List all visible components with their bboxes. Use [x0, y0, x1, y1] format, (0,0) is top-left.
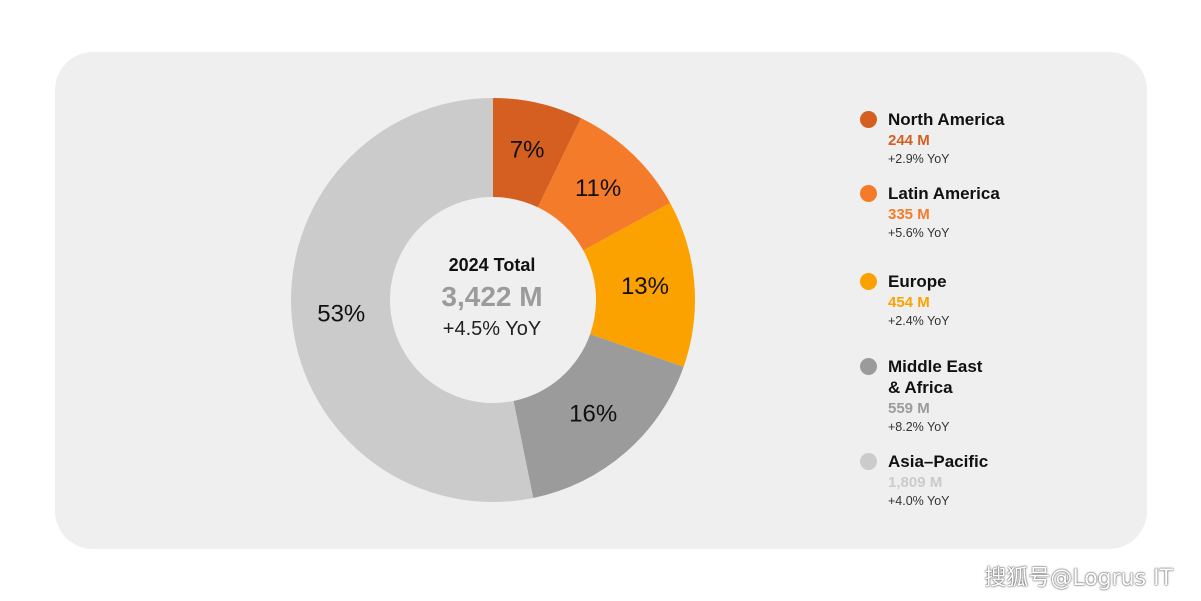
legend-dot-latin-america: [860, 185, 877, 202]
donut-slice-0: [493, 98, 582, 208]
center-total-value: 3,422 M: [441, 281, 543, 312]
legend-dot-asia-pacific: [860, 453, 877, 470]
slice-label-1: 11%: [575, 175, 621, 202]
legend-name: Middle East & Africa: [888, 357, 983, 397]
legend-value: 335 M: [888, 206, 930, 223]
legend-name: Europe: [888, 272, 947, 291]
donut-slice-2: [583, 202, 696, 367]
slice-label-0: 7%: [510, 137, 545, 164]
donut-slice-1: [537, 118, 671, 251]
legend-item-latin-america: Latin America 335 M +5.6% YoY: [860, 183, 1130, 241]
donut-slice-3: [513, 334, 684, 498]
legend-value: 244 M: [888, 132, 930, 149]
legend-yoy: +5.6% YoY: [888, 226, 950, 240]
legend-name: Asia–Pacific: [888, 452, 989, 471]
legend-dot-europe: [860, 273, 877, 290]
donut-slice-4: [290, 98, 534, 502]
legend-item-europe: Europe 454 M +2.4% YoY: [860, 271, 1130, 329]
slice-label-2: 13%: [621, 273, 669, 300]
watermark: 搜狐号@Logrus IT: [984, 566, 1173, 591]
legend-dot-middle-east-africa: [860, 358, 877, 375]
slice-label-3: 16%: [569, 400, 617, 427]
legend-value: 454 M: [888, 294, 930, 311]
legend-yoy: +2.9% YoY: [888, 152, 950, 166]
legend-yoy: +2.4% YoY: [888, 314, 950, 328]
legend-name: Latin America: [888, 184, 1000, 203]
legend-item-middle-east-africa: Middle East & Africa 559 M +8.2% YoY: [860, 356, 1130, 435]
legend-dot-north-america: [860, 111, 877, 128]
center-title: 2024 Total: [448, 255, 536, 275]
center-yoy: +4.5% YoY: [442, 318, 542, 340]
legend-item-north-america: North America 244 M +2.9% YoY: [860, 109, 1130, 167]
legend-name: North America: [888, 110, 1005, 129]
slice-label-4: 53%: [317, 301, 365, 328]
legend-yoy: +4.0% YoY: [888, 494, 950, 508]
legend-value: 559 M: [888, 400, 930, 417]
legend-yoy: +8.2% YoY: [888, 420, 950, 434]
legend-value: 1,809 M: [888, 474, 943, 491]
legend-item-asia-pacific: Asia–Pacific 1,809 M +4.0% YoY: [860, 451, 1130, 509]
